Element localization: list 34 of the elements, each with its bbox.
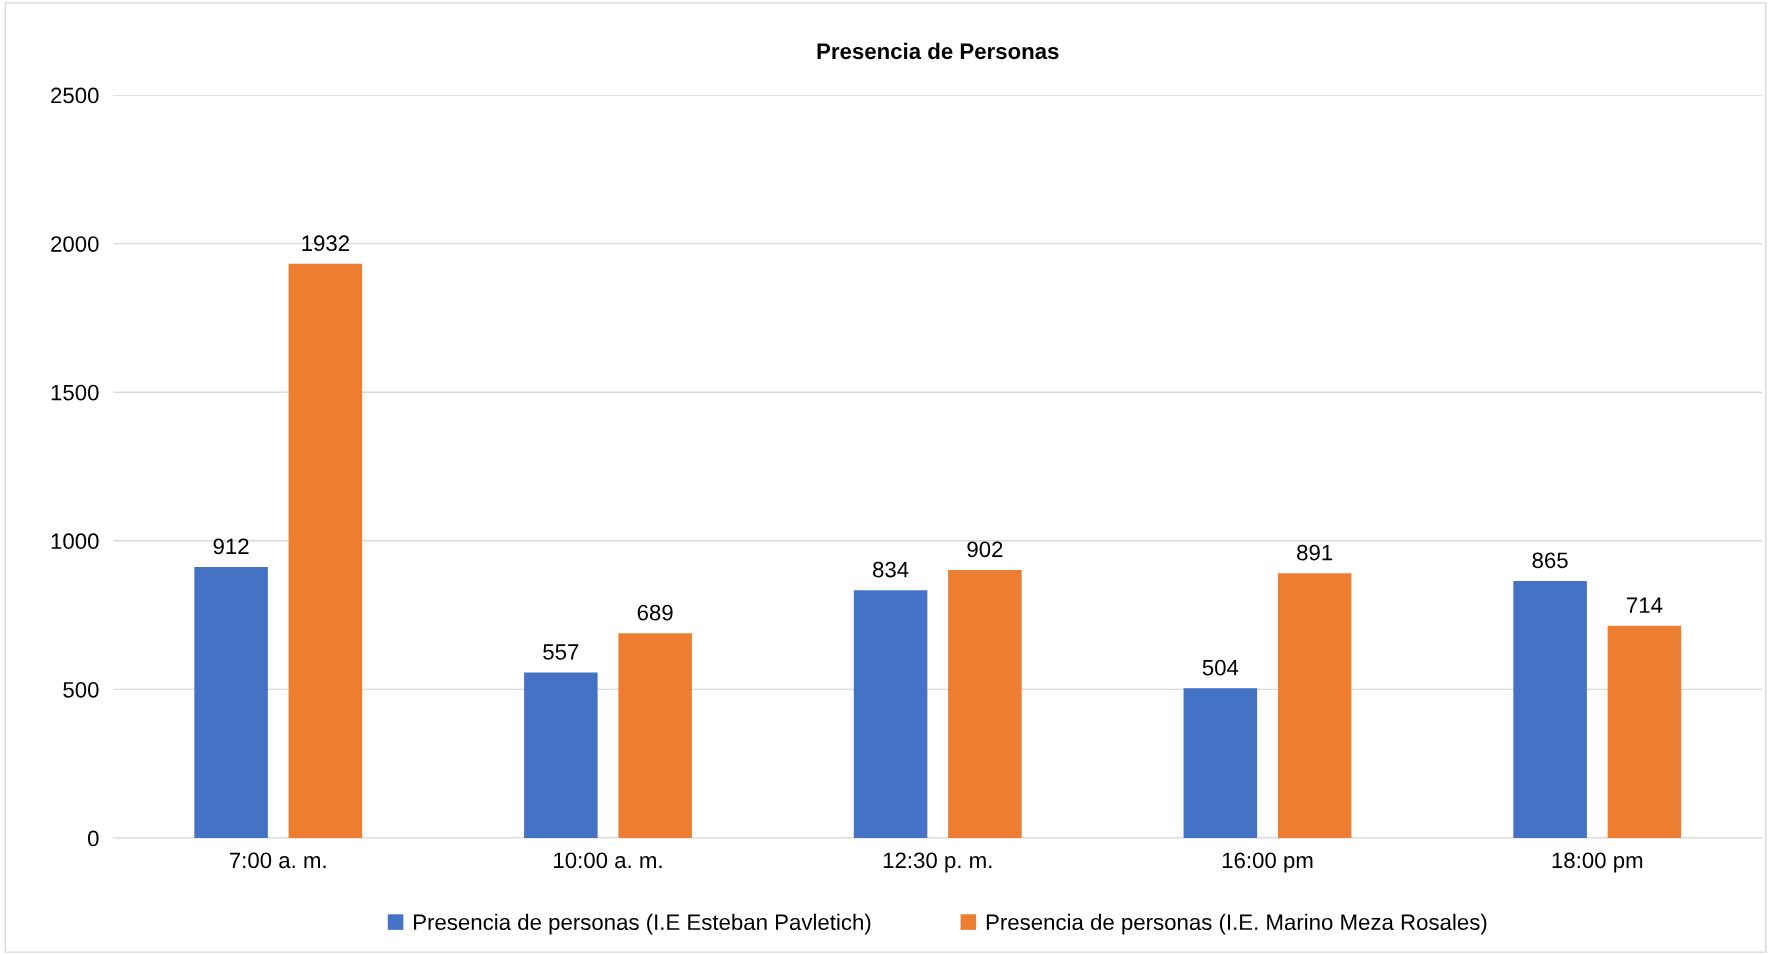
bar <box>1277 573 1352 839</box>
bar <box>1607 625 1682 839</box>
bar <box>194 566 268 839</box>
x-tick-label: 16:00 pm <box>1222 852 1313 873</box>
data-label: 557 <box>543 644 579 660</box>
bar <box>618 633 692 839</box>
legend-label: Presencia de personas (I.E. Marino Meza Rosales) <box>986 913 1487 935</box>
x-tick-label: 10:00 a. m. <box>554 852 662 869</box>
y-tick-label: 2500 <box>51 87 99 104</box>
bar <box>948 569 1022 839</box>
y-tick-label: 1500 <box>51 384 99 401</box>
data-label: 902 <box>967 541 1003 558</box>
bar <box>853 590 928 839</box>
y-tick-label: 1000 <box>51 533 99 550</box>
bar <box>1183 688 1258 839</box>
bar <box>524 672 598 839</box>
data-label: 891 <box>1297 544 1333 561</box>
y-tick-label: 0 <box>87 830 99 847</box>
chart-title: Presencia de Personas <box>817 42 1059 60</box>
data-label: 714 <box>1627 597 1663 613</box>
data-label: 834 <box>873 561 909 578</box>
data-label: 1932 <box>302 235 349 252</box>
data-label: 504 <box>1202 659 1239 676</box>
y-tick-label: 2000 <box>51 236 99 252</box>
y-tick-label: 500 <box>63 681 99 698</box>
bar <box>288 263 363 839</box>
x-tick-label: 7:00 a. m. <box>229 852 326 869</box>
bar <box>1513 580 1587 839</box>
data-label: 912 <box>213 538 249 555</box>
data-label: 689 <box>637 604 673 621</box>
legend-label: Presencia de personas (I.E Esteban Pavletich) <box>414 913 871 935</box>
x-tick-label: 12:30 p. m. <box>883 852 992 873</box>
x-tick-label: 18:00 pm <box>1552 852 1643 873</box>
data-label: 865 <box>1532 552 1568 569</box>
